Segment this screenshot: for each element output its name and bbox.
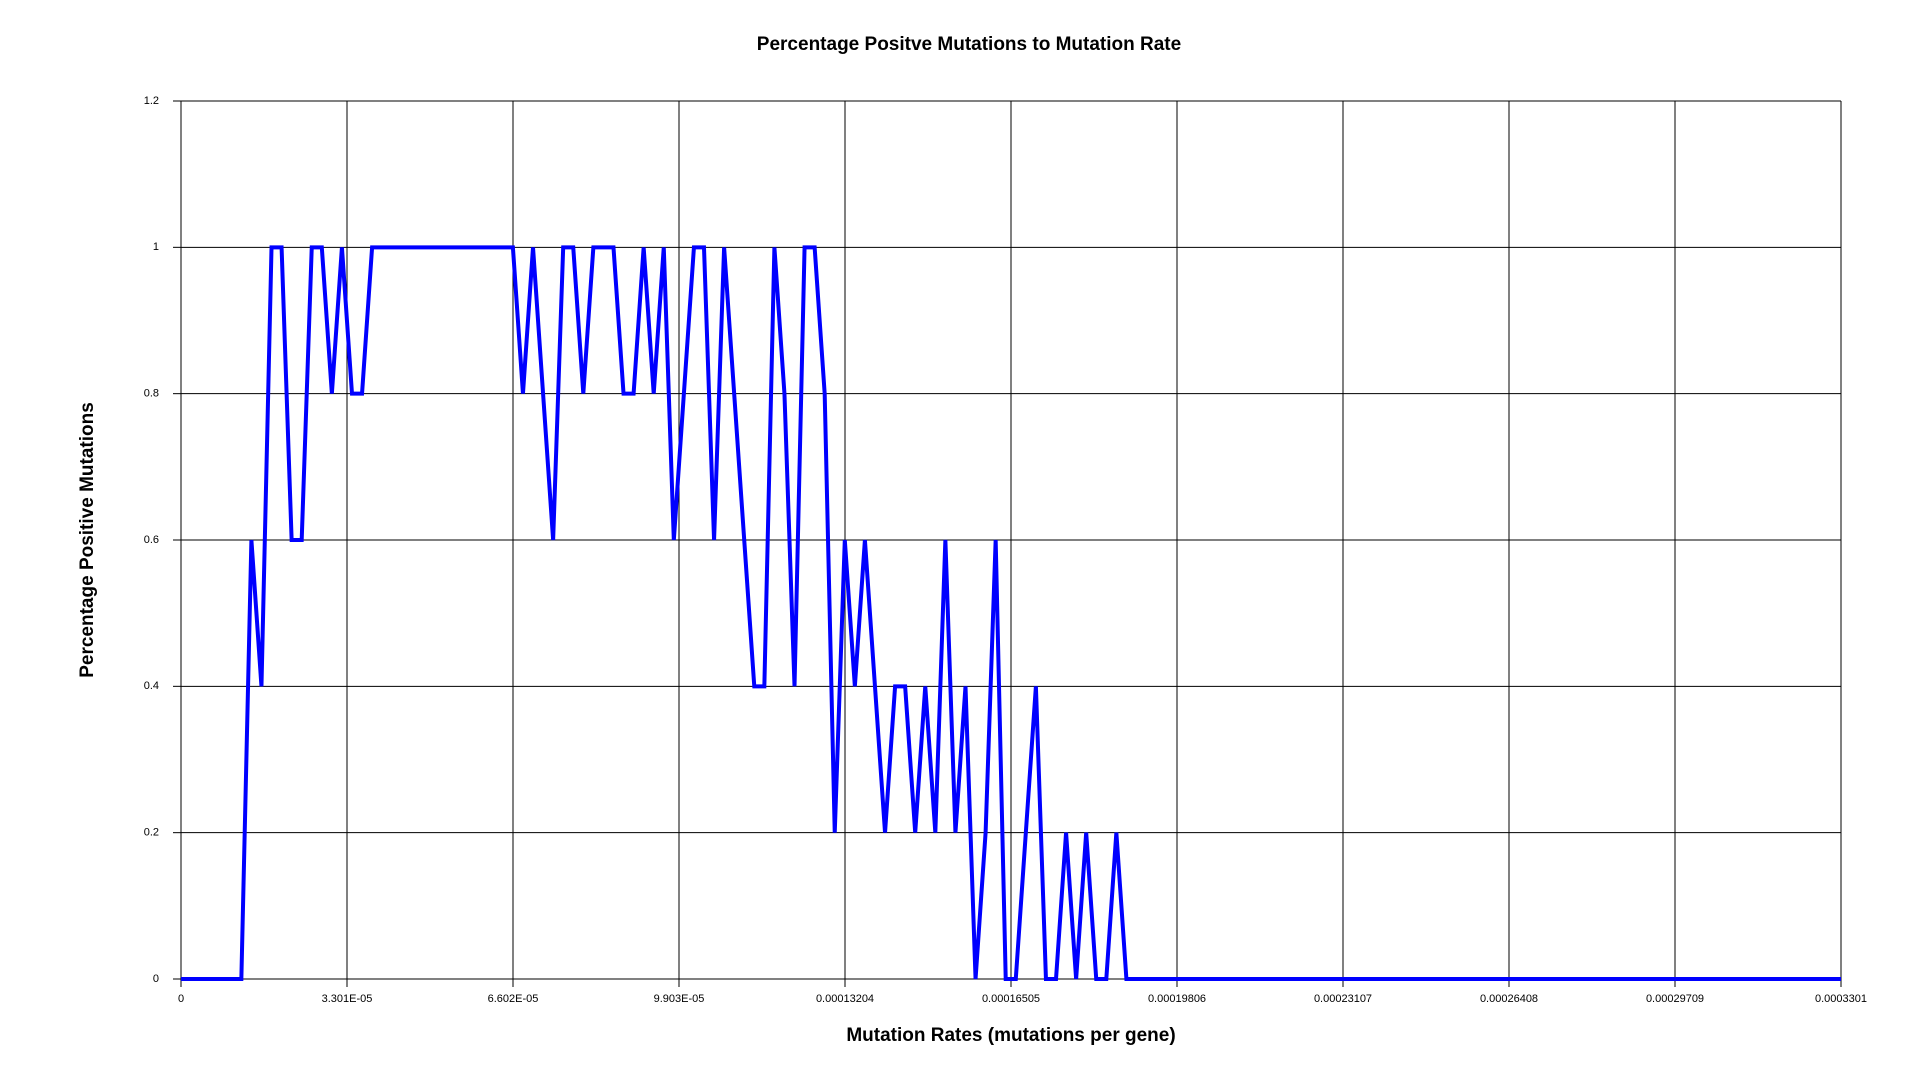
y-tick-label: 0.8 [144,388,159,400]
data-line [181,245,1841,981]
x-tick-label: 9.903E-05 [654,993,705,1005]
x-tick-label: 0.00023107 [1314,993,1372,1005]
x-tick-label: 0 [178,993,184,1005]
y-axis-label: Percentage Positive Mutations [77,402,98,678]
y-tick-label: 0.6 [144,534,159,546]
x-tick-label: 3.301E-05 [322,993,373,1005]
y-tick-label: 1 [153,241,159,253]
x-tick-label: 6.602E-05 [488,993,539,1005]
x-tick-label: 0.00019806 [1148,993,1206,1005]
chart-title: Percentage Positve Mutations to Mutation… [757,34,1181,55]
y-tick-label: 0.4 [144,680,159,692]
y-tick-label: 0 [153,973,159,985]
y-tick-label: 1.2 [144,95,159,107]
x-tick-label: 0.0003301 [1815,993,1867,1005]
x-tick-label: 0.00026408 [1480,993,1538,1005]
x-axis-label: Mutation Rates (mutations per gene) [846,1025,1175,1046]
x-tick-label: 0.00016505 [982,993,1040,1005]
y-tick-label: 0.2 [144,827,159,839]
x-tick-label: 0.00029709 [1646,993,1704,1005]
x-tick-label: 0.00013204 [816,993,874,1005]
